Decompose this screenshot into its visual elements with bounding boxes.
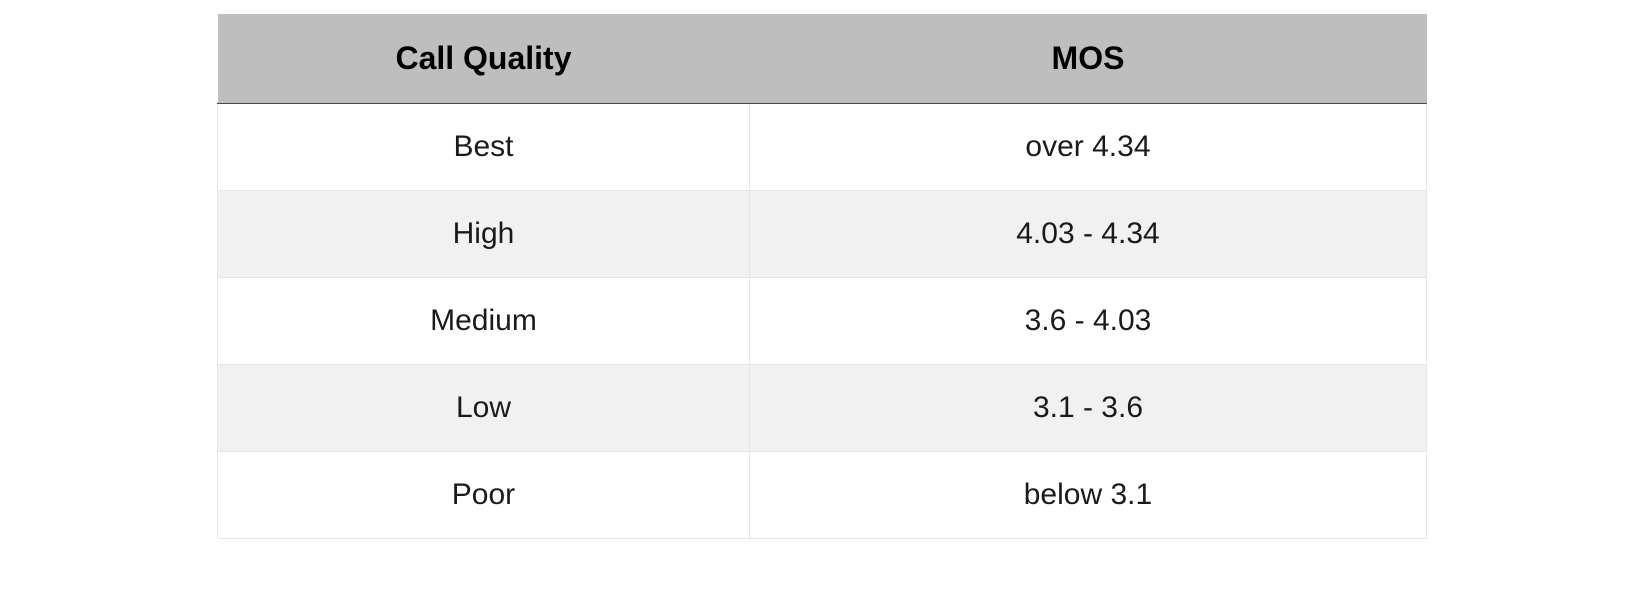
cell-call-quality: Poor — [218, 452, 750, 539]
cell-mos: below 3.1 — [749, 452, 1426, 539]
cell-mos: over 4.34 — [749, 104, 1426, 191]
col-header-call-quality: Call Quality — [218, 14, 750, 104]
cell-mos: 3.1 - 3.6 — [749, 365, 1426, 452]
table-header-row: Call Quality MOS — [218, 14, 1427, 104]
table-row: Medium 3.6 - 4.03 — [218, 278, 1427, 365]
cell-call-quality: Low — [218, 365, 750, 452]
mos-quality-table: Call Quality MOS Best over 4.34 High 4.0… — [217, 14, 1427, 539]
cell-call-quality: Medium — [218, 278, 750, 365]
table-row: Best over 4.34 — [218, 104, 1427, 191]
mos-quality-table-container: Call Quality MOS Best over 4.34 High 4.0… — [217, 14, 1427, 539]
table-row: Poor below 3.1 — [218, 452, 1427, 539]
col-header-mos: MOS — [749, 14, 1426, 104]
table-row: Low 3.1 - 3.6 — [218, 365, 1427, 452]
cell-mos: 4.03 - 4.34 — [749, 191, 1426, 278]
cell-call-quality: Best — [218, 104, 750, 191]
cell-mos: 3.6 - 4.03 — [749, 278, 1426, 365]
table-row: High 4.03 - 4.34 — [218, 191, 1427, 278]
cell-call-quality: High — [218, 191, 750, 278]
